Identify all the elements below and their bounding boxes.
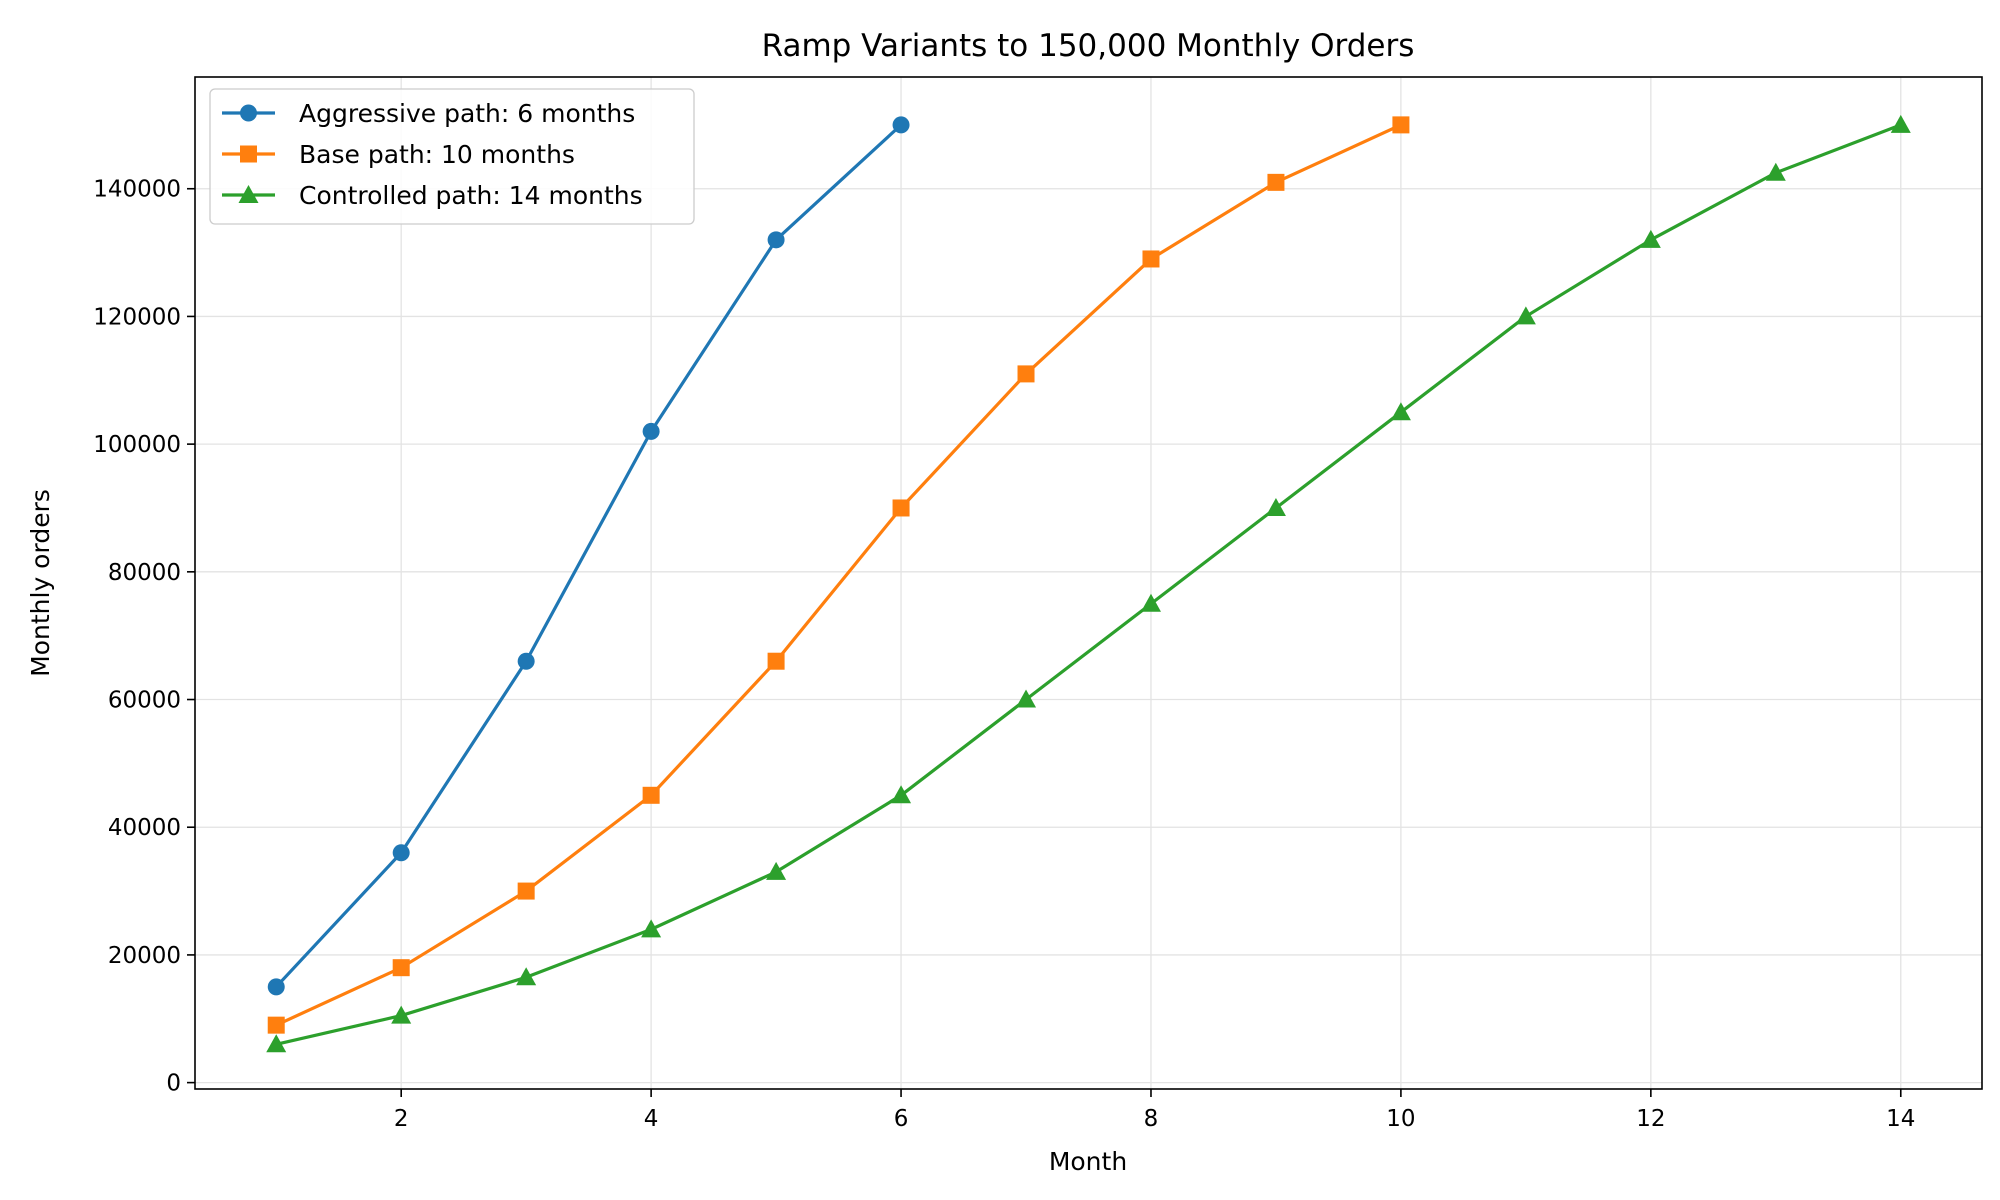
plot-frame bbox=[194, 76, 1983, 1090]
data-point bbox=[517, 882, 535, 900]
y-tick-label: 140000 bbox=[93, 177, 181, 203]
x-tick-label: 14 bbox=[1886, 1106, 1915, 1132]
data-point bbox=[767, 231, 785, 249]
y-tick-label: 120000 bbox=[93, 304, 181, 330]
series-1 bbox=[267, 116, 910, 996]
legend-item: Aggressive path: 6 months bbox=[222, 99, 635, 128]
data-point bbox=[767, 652, 785, 670]
data-point bbox=[891, 785, 912, 804]
y-tick-label: 20000 bbox=[108, 943, 181, 969]
x-tick-label: 10 bbox=[1386, 1106, 1415, 1132]
data-point bbox=[1392, 116, 1410, 134]
data-point bbox=[1515, 306, 1536, 325]
legend-marker bbox=[240, 104, 257, 122]
x-tick-label: 6 bbox=[894, 1106, 909, 1132]
series-2 bbox=[267, 116, 1410, 1034]
data-point bbox=[1390, 402, 1411, 421]
data-point bbox=[516, 967, 537, 986]
y-tick-label: 80000 bbox=[108, 560, 181, 586]
legend-label: Aggressive path: 6 months bbox=[299, 99, 635, 128]
data-point bbox=[392, 844, 410, 862]
data-point bbox=[766, 861, 787, 880]
y-tick-label: 60000 bbox=[108, 688, 181, 714]
data-point bbox=[642, 422, 660, 440]
chart-title: Ramp Variants to 150,000 Monthly Orders bbox=[762, 28, 1415, 64]
y-tick-label: 40000 bbox=[108, 815, 181, 841]
data-point bbox=[1017, 365, 1035, 383]
data-point bbox=[892, 116, 910, 134]
data-point bbox=[392, 959, 410, 977]
legend-item: Base path: 10 months bbox=[222, 140, 575, 169]
series-line bbox=[275, 123, 903, 988]
y-axis-label: Monthly orders bbox=[26, 489, 55, 677]
data-point bbox=[641, 919, 662, 938]
series-3 bbox=[266, 114, 1911, 1053]
legend-box bbox=[209, 88, 695, 225]
data-point bbox=[892, 499, 910, 517]
x-tick-label: 2 bbox=[394, 1106, 409, 1132]
data-point bbox=[1140, 593, 1161, 612]
data-point bbox=[1765, 162, 1786, 181]
data-point bbox=[1640, 229, 1661, 248]
data-point bbox=[1267, 173, 1285, 191]
legend: Aggressive path: 6 months Base path: 10 m… bbox=[209, 88, 695, 225]
legend-label: Controlled path: 14 months bbox=[299, 181, 643, 210]
x-axis-label: Month bbox=[1049, 1147, 1127, 1176]
data-point bbox=[1890, 114, 1911, 133]
data-point bbox=[642, 786, 660, 804]
data-point bbox=[1142, 250, 1160, 268]
x-tick-label: 8 bbox=[1144, 1106, 1159, 1132]
data-point bbox=[517, 652, 535, 670]
series-layer bbox=[266, 114, 1911, 1053]
data-point bbox=[1265, 497, 1286, 516]
x-tick-label: 4 bbox=[644, 1106, 659, 1132]
series-line bbox=[275, 123, 1402, 1027]
legend-marker bbox=[238, 185, 259, 203]
legend-marker bbox=[240, 145, 257, 163]
data-point bbox=[391, 1005, 412, 1024]
data-point bbox=[267, 978, 285, 996]
axis-ticks: 2 4 6 8 10 12 14 0 20000 40000 60000 80000 100000 120… bbox=[93, 177, 1915, 1132]
y-tick-label: 0 bbox=[166, 1071, 181, 1097]
data-point bbox=[266, 1034, 287, 1053]
series-line bbox=[275, 123, 1902, 1046]
y-tick-label: 100000 bbox=[93, 432, 181, 458]
legend-item: Controlled path: 14 months bbox=[222, 181, 643, 210]
data-point bbox=[267, 1016, 285, 1034]
x-tick-label: 12 bbox=[1636, 1106, 1665, 1132]
data-point bbox=[1016, 689, 1037, 708]
legend-label: Base path: 10 months bbox=[299, 140, 575, 169]
